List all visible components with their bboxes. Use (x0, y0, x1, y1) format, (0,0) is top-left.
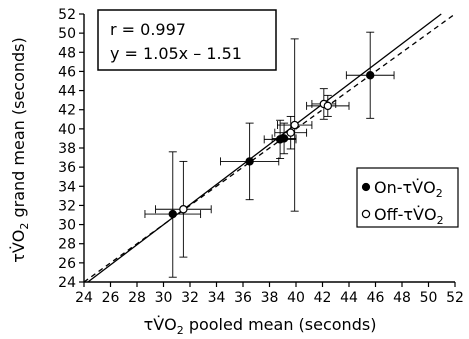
x-tick-label: 42 (314, 290, 332, 306)
y-tick-label: 48 (58, 45, 76, 61)
regression-line (87, 13, 442, 283)
annotation-box: r = 0.997 y = 1.05x – 1.51 (97, 9, 277, 71)
x-axis-title-suffix: pooled mean (seconds) (184, 315, 377, 334)
y-tick-label: 52 (58, 7, 76, 23)
annotation-box-frame (97, 9, 277, 71)
x-tick-label: 30 (155, 290, 173, 306)
x-tick-label: 46 (367, 290, 385, 306)
off-data-point (179, 205, 188, 214)
x-tick-label: 38 (261, 290, 279, 306)
y-tick-label: 42 (58, 103, 76, 119)
y-axis-title-suffix: grand mean (seconds) (9, 37, 28, 222)
legend: On-τV̇O2 Off-τV̇O2 (356, 167, 459, 228)
legend-off-subscript: 2 (437, 214, 444, 227)
y-axis-title: τV̇O2 grand mean (seconds) (9, 37, 31, 263)
y-axis-title-subscript: 2 (18, 223, 31, 230)
x-tick-label: 36 (234, 290, 252, 306)
legend-on-marker (361, 182, 371, 192)
y-tick-label: 50 (58, 26, 76, 42)
x-tick-label: 28 (128, 290, 146, 306)
x-tick-label: 24 (75, 290, 93, 306)
y-tick-label: 32 (58, 198, 76, 214)
correlation-label: r = 0.997 (110, 20, 186, 39)
y-tick-label: 36 (58, 160, 76, 176)
on-data-point (245, 157, 254, 166)
y-tick-label: 44 (58, 84, 76, 100)
legend-on-subscript: 2 (436, 187, 443, 200)
legend-off-label: Off-τV̇O2 (374, 205, 444, 227)
y-tick-label: 26 (58, 256, 76, 272)
legend-on-text: On-τV̇O (374, 178, 436, 197)
y-tick-label: 38 (58, 141, 76, 157)
on-data-point (168, 209, 177, 219)
on-data-point (366, 71, 375, 80)
y-tick-label: 34 (58, 179, 76, 195)
x-tick-label: 52 (446, 290, 464, 306)
legend-off-text: Off-τV̇O (374, 205, 437, 224)
x-axis-title-subscript: 2 (177, 324, 184, 337)
x-tick-label: 50 (420, 290, 438, 306)
x-tick-label: 44 (340, 290, 358, 306)
on-data-point (279, 134, 289, 143)
y-tick-label: 24 (58, 275, 76, 291)
x-axis-title: τV̇O2 pooled mean (seconds) (144, 315, 377, 337)
off-data-point (323, 101, 332, 111)
x-tick-label: 48 (393, 290, 411, 306)
legend-off-marker (361, 209, 371, 219)
off-data-point (290, 120, 299, 130)
x-tick-label: 32 (181, 290, 199, 306)
y-tick-label: 46 (58, 64, 76, 80)
legend-on-label: On-τV̇O2 (374, 178, 443, 200)
plot-area: 24 26 28 30 32 34 36 38 40 42 44 46 48 50 52 24 26 28 30 32… (58, 7, 464, 306)
y-tick-label: 40 (58, 122, 76, 138)
x-tick-label: 26 (102, 290, 120, 306)
equation-label: y = 1.05x – 1.51 (110, 44, 242, 63)
x-tick-label: 34 (208, 290, 226, 306)
off-data-point (286, 128, 295, 137)
y-tick-label: 30 (58, 218, 76, 234)
x-axis-title-prefix: τV̇O (144, 315, 177, 334)
y-tick-label: 28 (58, 237, 76, 253)
x-tick-label: 40 (287, 290, 305, 306)
legend-frame (356, 167, 459, 228)
y-axis-title-prefix: τV̇O (9, 230, 28, 263)
